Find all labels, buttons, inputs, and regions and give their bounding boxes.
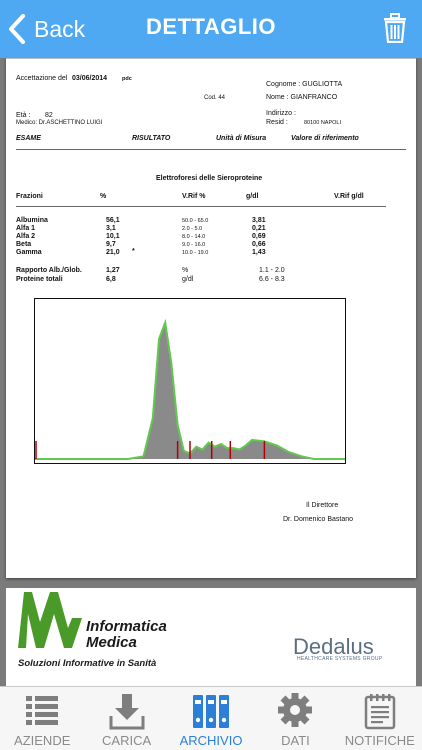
gear-icon (278, 693, 313, 727)
nome: Nome : GIANFRANCO (266, 94, 338, 101)
signature-name: Dr. Domenico Bastano (283, 516, 354, 523)
list-icon (26, 696, 59, 725)
row-albumina-name: Albumina (16, 217, 48, 224)
tab-notifiche-label: NOTIFICHE (344, 733, 415, 748)
row-beta-range: 9.0 - 16.0 (182, 242, 206, 248)
row-rapporto-value: 1,27 (106, 267, 120, 274)
row-beta-pct: 9,7 (106, 241, 116, 248)
tab-dati[interactable]: DATI (253, 687, 337, 750)
eta-label: Età : (16, 112, 31, 119)
back-label: Back (34, 15, 86, 42)
row-alfa1-name: Alfa 1 (16, 225, 36, 232)
row-alfa2-name: Alfa 2 (16, 233, 36, 240)
frazioni-divider (16, 206, 386, 207)
tab-archivio[interactable]: ARCHIVIO (169, 687, 253, 750)
curve-area (35, 322, 345, 459)
resid-value: 80100 NAPOLI (304, 120, 341, 126)
chevron-left-icon (9, 14, 25, 44)
logo-line2: Medica (86, 634, 137, 651)
row-albumina-range: 50.0 - 65.0 (182, 218, 209, 224)
row-proteine-value: 6,8 (106, 276, 116, 283)
row-beta-gdl: 0,66 (252, 241, 266, 248)
tab-carica-label: CARICA (102, 733, 152, 748)
notepad-icon (364, 694, 396, 730)
col-frazioni: Frazioni (16, 193, 43, 200)
tab-aziende-label: AZIENDE (14, 733, 71, 748)
pdc-code: pdc (122, 76, 132, 82)
cognome: Cognome : GUGLIOTTA (266, 81, 343, 88)
col-gdl: g/dl (246, 193, 259, 200)
binders-icon (193, 695, 230, 728)
page-top-edge (6, 58, 416, 59)
header-riferimento: Valore di riferimento (291, 135, 359, 142)
download-icon (109, 694, 145, 730)
header-esame: ESAME (16, 135, 41, 142)
row-proteine-name: Proteine totali (16, 276, 63, 283)
row-alfa2-gdl: 0,69 (252, 233, 266, 240)
report-page: Accettazione del 03/06/2014 pdc Cognome … (6, 58, 416, 578)
row-gamma-pct: 21,0 (106, 249, 120, 256)
tab-dati-label: DATI (281, 733, 310, 748)
eta-value: 82 (45, 112, 53, 119)
tab-aziende[interactable]: AZIENDE (0, 687, 84, 750)
col-vrif-gdl: V.Rif g/dl (334, 193, 364, 200)
row-gamma-mark: * (132, 248, 135, 255)
row-proteine-range: 6.6 - 8.3 (259, 276, 285, 283)
tab-bar: AZIENDE CARICA ARCHIVIO (0, 686, 422, 750)
signature-title: Il Direttore (306, 502, 339, 509)
row-beta-name: Beta (16, 241, 32, 248)
report-page-2: Informatica Medica Soluzioni Informative… (6, 588, 416, 686)
row-proteine-unit: g/dl (182, 276, 194, 283)
row-alfa2-pct: 10,1 (106, 233, 120, 240)
row-alfa1-gdl: 0,21 (252, 225, 266, 232)
page-title: DETTAGLIO (146, 14, 276, 39)
trash-icon[interactable] (382, 13, 408, 43)
row-gamma-gdl: 1,43 (252, 249, 266, 256)
row-alfa1-pct: 3,1 (106, 225, 116, 232)
dedalus-logo: Dedalus (293, 634, 374, 659)
tab-archivio-label: ARCHIVIO (179, 733, 243, 748)
medico: Medico: Dr.ASCHETTINO LUIGI (16, 120, 103, 126)
row-gamma-name: Gamma (16, 249, 42, 256)
nav-bar: Back DETTAGLIO (0, 0, 422, 58)
electrophoresis-chart (34, 298, 346, 464)
row-alfa1-range: 2.0 - 5.0 (182, 226, 203, 232)
row-albumina-pct: 56,1 (106, 217, 120, 224)
dedalus-sub: HEALTHCARE SYSTEMS GROUP (297, 656, 383, 662)
logo-line1: Informatica (86, 618, 167, 635)
header-divider (16, 149, 406, 150)
section-title: Elettroforesi delle Sieroproteine (156, 175, 263, 182)
curve-line (35, 318, 345, 460)
informatica-medica-logo (18, 592, 82, 648)
accettazione-label: Accettazione del (16, 75, 68, 82)
row-rapporto-range: 1.1 - 2.0 (259, 267, 285, 274)
logo-tagline: Soluzioni Informative in Sanità (18, 658, 157, 669)
back-button[interactable]: Back (6, 12, 85, 46)
document-viewer[interactable]: Accettazione del 03/06/2014 pdc Cognome … (0, 58, 422, 686)
resid-label: Resid : (266, 119, 288, 126)
header-risultato: RISULTATO (132, 135, 171, 142)
indirizzo: Indirizzo : (266, 110, 296, 117)
electrophoresis-svg (35, 318, 345, 460)
tab-carica[interactable]: CARICA (84, 687, 168, 750)
col-vrif-pct: V.Rif % (182, 193, 206, 200)
tab-notifiche[interactable]: NOTIFICHE (338, 687, 422, 750)
row-rapporto-unit: % (182, 267, 189, 274)
row-alfa2-range: 8.0 - 14.0 (182, 234, 206, 240)
row-rapporto-name: Rapporto Alb./Glob. (16, 267, 82, 274)
col-percent: % (100, 193, 107, 200)
header-unita: Unità di Misura (216, 135, 267, 142)
cod: Cod. 44 (204, 95, 226, 101)
row-gamma-range: 10.0 - 19.0 (182, 250, 209, 256)
row-albumina-gdl: 3,81 (252, 217, 266, 224)
accettazione-date: 03/06/2014 (72, 75, 108, 82)
